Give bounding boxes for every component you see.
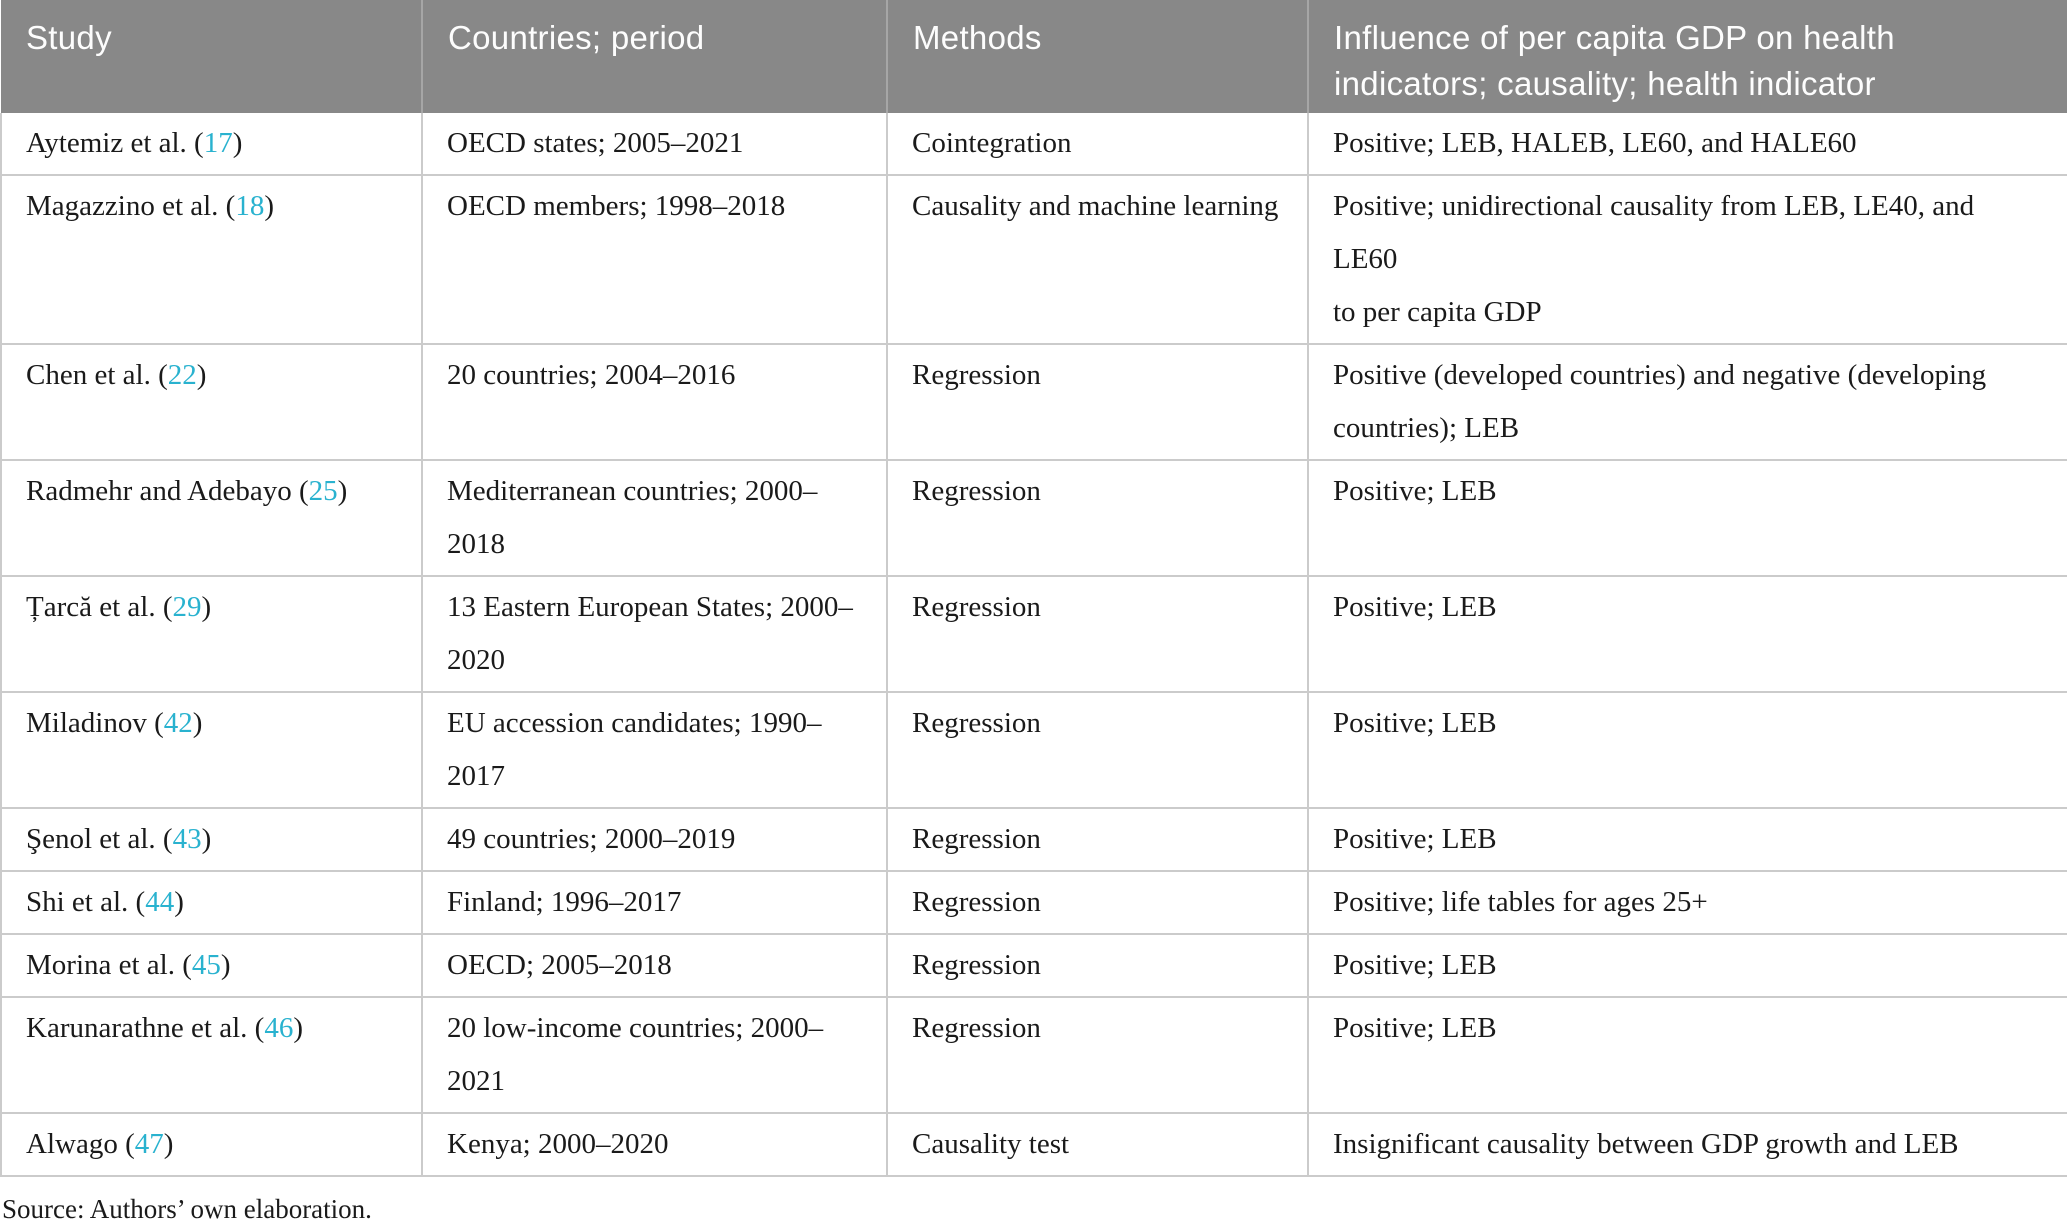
study-name: Alwago ( bbox=[26, 1128, 135, 1160]
study-name: Morina et al. ( bbox=[26, 949, 192, 981]
influence-cell: Positive; LEB bbox=[1308, 692, 2067, 809]
methods-cell: Regression bbox=[887, 460, 1309, 577]
methods-cell: Regression bbox=[887, 692, 1309, 809]
study-cell: Chen et al. (22) bbox=[0, 344, 423, 461]
influence-cell: Positive; LEB bbox=[1308, 576, 2067, 693]
table-row: Țarcă et al. (29) 13 Eastern European St… bbox=[0, 576, 2067, 693]
table-header: Study Countries; period Methods Influenc… bbox=[1, 0, 2067, 113]
column-header-influence: Influence of per capita GDP on health in… bbox=[1308, 0, 2067, 113]
study-name: Aytemiz et al. ( bbox=[26, 127, 204, 159]
influence-cell: Positive; life tables for ages 25+ bbox=[1308, 871, 2067, 935]
countries-period-cell: Finland; 1996–2017 bbox=[422, 871, 888, 935]
study-name: Magazzino et al. ( bbox=[26, 190, 236, 222]
influence-cell: Positive (developed countries) and negat… bbox=[1308, 344, 2067, 461]
study-name: Shi et al. ( bbox=[26, 886, 146, 918]
countries-period-cell: 49 countries; 2000–2019 bbox=[422, 808, 888, 872]
methods-cell: Regression bbox=[887, 934, 1309, 998]
methods-cell: Regression bbox=[887, 808, 1309, 872]
table-row: Chen et al. (22) 20 countries; 2004–2016… bbox=[0, 344, 2067, 461]
study-cell: Şenol et al. (43) bbox=[0, 808, 423, 872]
table-row: Radmehr and Adebayo (25) Mediterranean c… bbox=[0, 460, 2067, 577]
study-cell: Morina et al. (45) bbox=[0, 934, 423, 998]
study-cell: Radmehr and Adebayo (25) bbox=[0, 460, 423, 577]
methods-cell: Regression bbox=[887, 871, 1309, 935]
reference-link[interactable]: 18 bbox=[235, 190, 265, 222]
study-cell: Aytemiz et al. (17) bbox=[0, 113, 423, 176]
influence-cell: Insignificant causality between GDP grow… bbox=[1308, 1113, 2067, 1177]
study-cell: Karunarathne et al. (46) bbox=[0, 997, 423, 1114]
methods-cell: Causality test bbox=[887, 1113, 1309, 1177]
study-name: Radmehr and Adebayo ( bbox=[26, 475, 309, 507]
influence-cell: Positive; LEB bbox=[1308, 934, 2067, 998]
table-row: Alwago (47) Kenya; 2000–2020 Causality t… bbox=[0, 1113, 2067, 1177]
reference-link[interactable]: 44 bbox=[145, 886, 175, 918]
reference-link[interactable]: 43 bbox=[172, 823, 202, 855]
study-name-close-paren: ) bbox=[174, 886, 184, 918]
reference-link[interactable]: 25 bbox=[308, 475, 338, 507]
study-name: Şenol et al. ( bbox=[26, 823, 173, 855]
study-name-close-paren: ) bbox=[293, 1012, 303, 1044]
table-row: Miladinov (42) EU accession candidates; … bbox=[0, 692, 2067, 809]
countries-period-cell: 20 countries; 2004–2016 bbox=[422, 344, 888, 461]
methods-cell: Causality and machine learning bbox=[887, 175, 1309, 345]
reference-link[interactable]: 47 bbox=[134, 1128, 164, 1160]
countries-period-cell: OECD members; 1998–2018 bbox=[422, 175, 888, 345]
countries-period-cell: Mediterranean countries; 2000– 2018 bbox=[422, 460, 888, 577]
influence-cell: Positive; LEB bbox=[1308, 808, 2067, 872]
methods-cell: Regression bbox=[887, 997, 1309, 1114]
column-header-study: Study bbox=[1, 0, 423, 113]
influence-cell: Positive; unidirectional causality from … bbox=[1308, 175, 2067, 345]
study-name: Miladinov ( bbox=[26, 707, 164, 739]
study-name-close-paren: ) bbox=[220, 949, 231, 981]
study-cell: Alwago (47) bbox=[0, 1113, 423, 1177]
reference-link[interactable]: 17 bbox=[203, 127, 233, 159]
source-note: Source: Authors’ own elaboration. bbox=[2, 1194, 372, 1224]
study-name-close-paren: ) bbox=[201, 823, 212, 855]
study-cell: Țarcă et al. (29) bbox=[0, 576, 423, 693]
reference-link[interactable]: 42 bbox=[163, 707, 193, 739]
column-header-methods: Methods bbox=[887, 0, 1309, 113]
column-header-countries-period: Countries; period bbox=[422, 0, 888, 113]
study-name: Chen et al. ( bbox=[26, 359, 168, 391]
study-cell: Miladinov (42) bbox=[0, 692, 423, 809]
table-row: Şenol et al. (43) 49 countries; 2000–201… bbox=[0, 808, 2067, 872]
reference-link[interactable]: 22 bbox=[167, 359, 197, 391]
study-name-close-paren: ) bbox=[337, 475, 348, 507]
countries-period-cell: EU accession candidates; 1990–2017 bbox=[422, 692, 888, 809]
study-name-close-paren: ) bbox=[264, 190, 275, 222]
table-row: Aytemiz et al. (17) OECD states; 2005–20… bbox=[0, 113, 2067, 176]
countries-period-cell: Kenya; 2000–2020 bbox=[422, 1113, 888, 1177]
table-row: Morina et al. (45) OECD; 2005–2018 Regre… bbox=[0, 934, 2067, 998]
countries-period-cell: OECD states; 2005–2021 bbox=[422, 113, 888, 176]
study-cell: Shi et al. (44) bbox=[0, 871, 423, 935]
countries-period-cell: 13 Eastern European States; 2000– 2020 bbox=[422, 576, 888, 693]
study-name: Karunarathne et al. ( bbox=[26, 1012, 265, 1044]
study-name: Țarcă et al. ( bbox=[26, 591, 173, 623]
table-row: Shi et al. (44) Finland; 1996–2017 Regre… bbox=[0, 871, 2067, 935]
table-body: Aytemiz et al. (17) OECD states; 2005–20… bbox=[0, 113, 2067, 1177]
countries-period-cell: OECD; 2005–2018 bbox=[422, 934, 888, 998]
methods-cell: Regression bbox=[887, 576, 1309, 693]
influence-cell: Positive; LEB, HALEB, LE60, and HALE60 bbox=[1308, 113, 2067, 176]
reference-link[interactable]: 46 bbox=[264, 1012, 294, 1044]
reference-link[interactable]: 29 bbox=[172, 591, 202, 623]
reference-link[interactable]: 45 bbox=[191, 949, 221, 981]
study-name-close-paren: ) bbox=[232, 127, 243, 159]
study-name-close-paren: ) bbox=[163, 1128, 174, 1160]
countries-period-cell: 20 low-income countries; 2000– 2021 bbox=[422, 997, 888, 1114]
study-name-close-paren: ) bbox=[196, 359, 207, 391]
study-name-close-paren: ) bbox=[201, 591, 212, 623]
study-cell: Magazzino et al. (18) bbox=[0, 175, 423, 345]
study-name-close-paren: ) bbox=[192, 707, 203, 739]
methods-cell: Cointegration bbox=[887, 113, 1309, 176]
influence-cell: Positive; LEB bbox=[1308, 997, 2067, 1114]
methods-cell: Regression bbox=[887, 344, 1309, 461]
influence-cell: Positive; LEB bbox=[1308, 460, 2067, 577]
table-row: Karunarathne et al. (46) 20 low-income c… bbox=[0, 997, 2067, 1114]
studies-table: Study Countries; period Methods Influenc… bbox=[0, 0, 2067, 1177]
table-row: Magazzino et al. (18) OECD members; 1998… bbox=[0, 175, 2067, 345]
